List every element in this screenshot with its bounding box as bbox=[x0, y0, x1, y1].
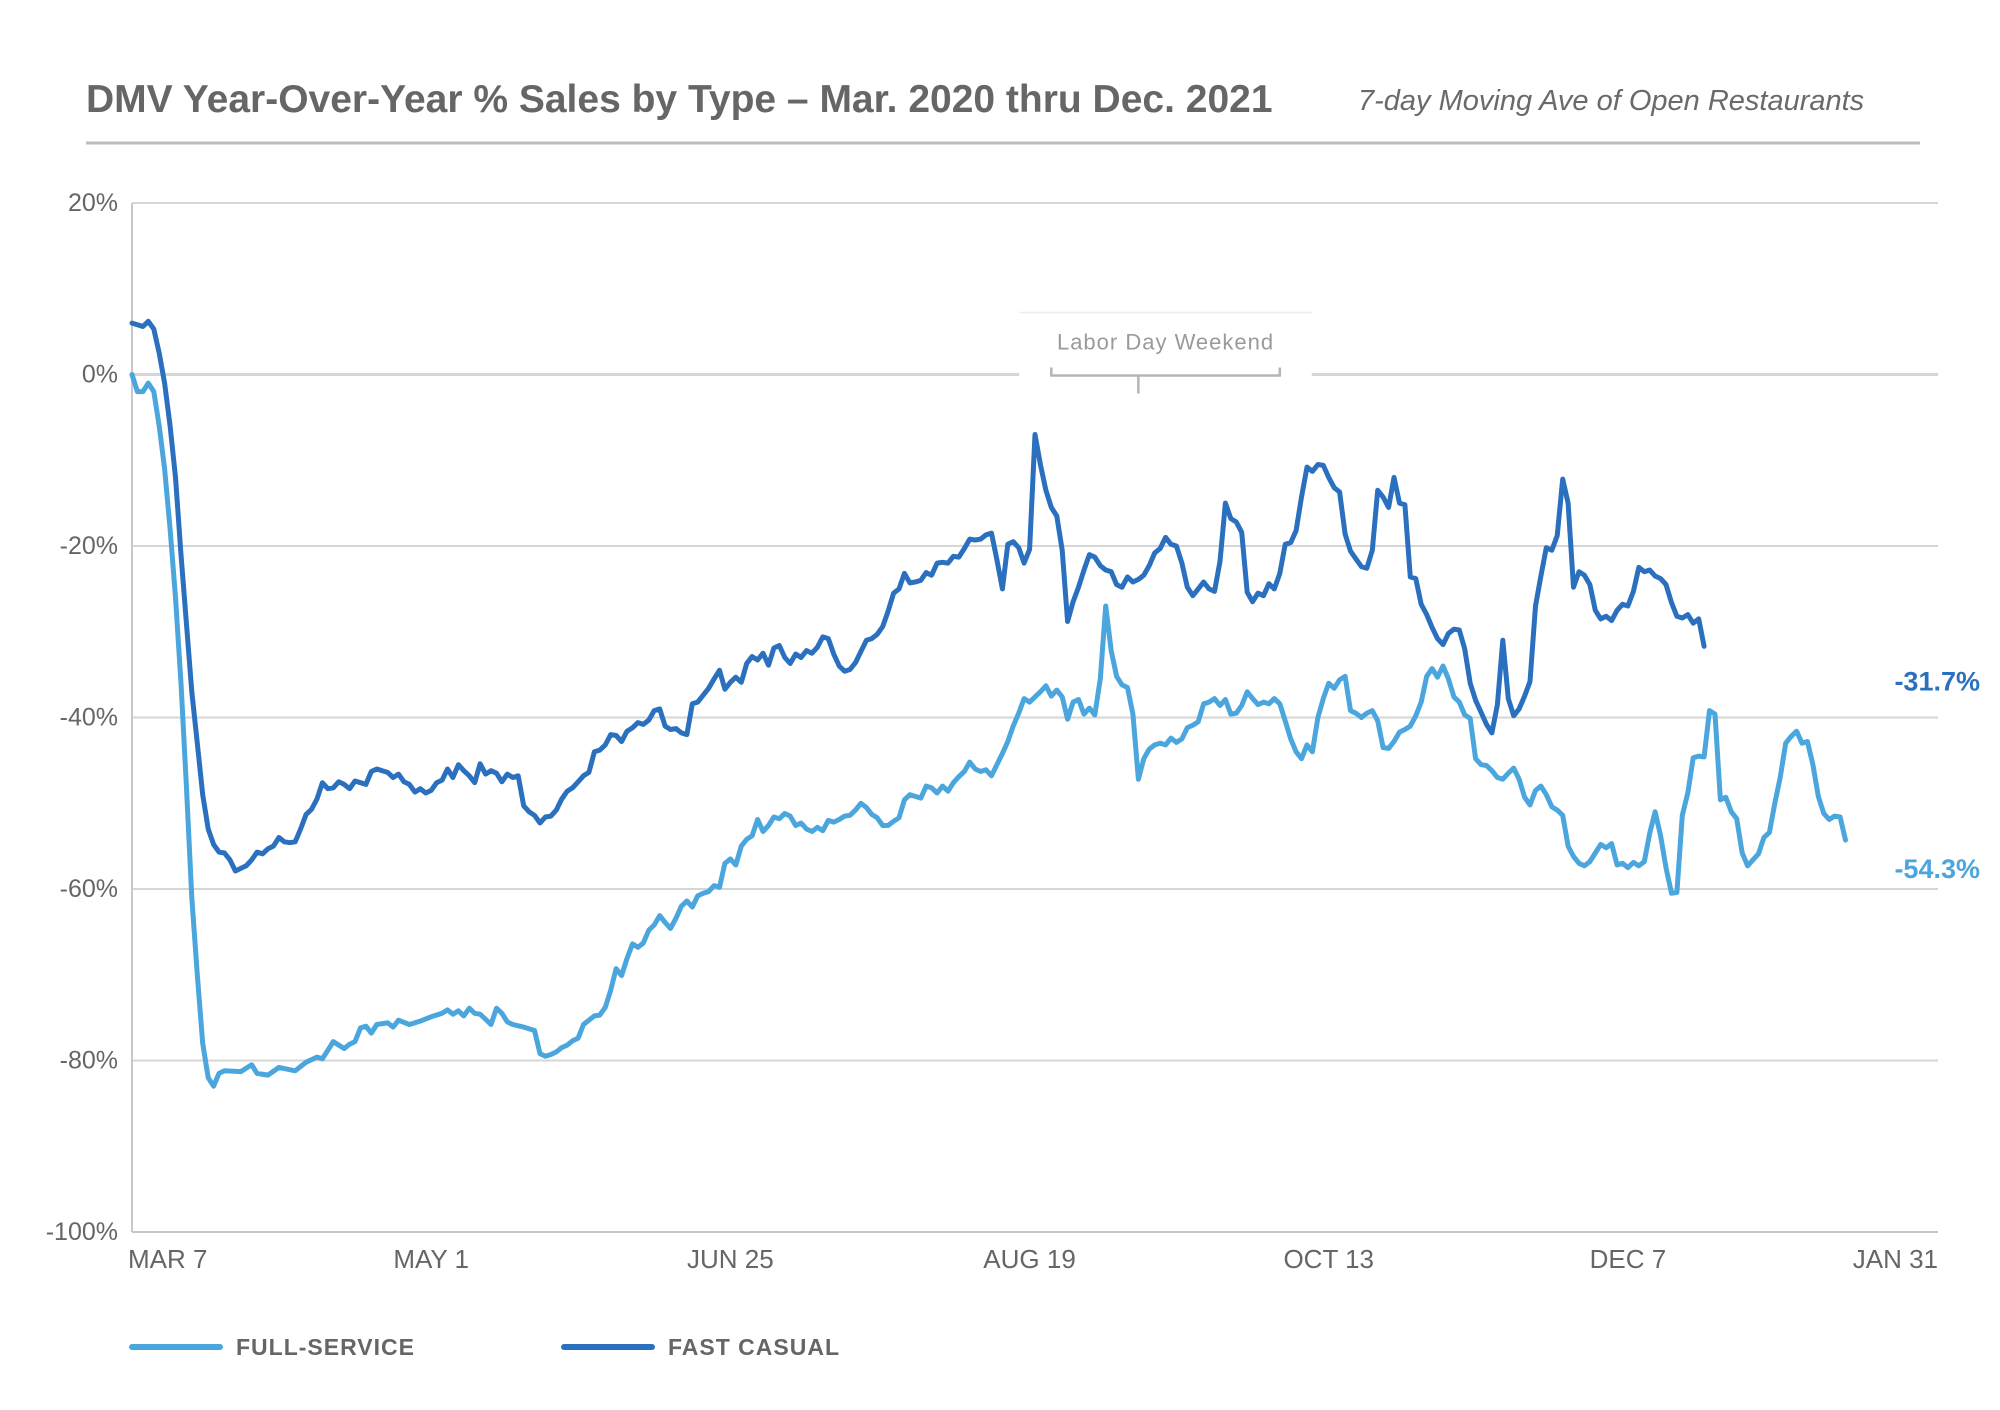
x-tick-label: JUN 25 bbox=[687, 1244, 774, 1274]
end-label-fast-casual: -31.7% bbox=[1894, 666, 1980, 696]
legend: FULL-SERVICE FAST CASUAL bbox=[129, 1334, 840, 1360]
end-labels: -54.3% -31.7% bbox=[1894, 666, 1980, 884]
annotation-background bbox=[1019, 312, 1312, 395]
x-tick-label: AUG 19 bbox=[983, 1244, 1076, 1274]
y-tick-label: 20% bbox=[68, 189, 118, 217]
y-tick-label: 0% bbox=[82, 361, 118, 389]
series-line-fast-casual bbox=[129, 318, 1707, 874]
x-tick-label: MAR 7 bbox=[128, 1244, 207, 1274]
x-tick-label: MAY 1 bbox=[393, 1244, 469, 1274]
end-label-full-service: -54.3% bbox=[1894, 854, 1980, 884]
axes: 20% 0% -20% -40% -60% -80% -100% MAR 7 MAY 1 JUN … bbox=[46, 189, 1938, 1274]
y-tick-label: -40% bbox=[60, 704, 118, 732]
series-line-full-service bbox=[129, 372, 1848, 1089]
legend-label: FAST CASUAL bbox=[668, 1334, 840, 1360]
chart-subtitle: 7-day Moving Ave of Open Restaurants bbox=[1358, 85, 1864, 117]
x-tick-label: JAN 31 bbox=[1853, 1244, 1938, 1274]
series-lines bbox=[129, 318, 1848, 1089]
y-tick-label: -100% bbox=[46, 1218, 118, 1246]
y-tick-label: -60% bbox=[60, 875, 118, 903]
legend-label: FULL-SERVICE bbox=[236, 1334, 415, 1360]
y-tick-label: -80% bbox=[60, 1047, 118, 1075]
y-tick-label: -20% bbox=[60, 532, 118, 560]
annotation-label: Labor Day Weekend bbox=[1057, 330, 1274, 355]
x-tick-label: DEC 7 bbox=[1590, 1244, 1667, 1274]
annotation-bracket bbox=[1050, 367, 1282, 394]
chart-title: DMV Year-Over-Year % Sales by Type – Mar… bbox=[86, 78, 1273, 121]
annotation: Labor Day Weekend bbox=[1019, 311, 1312, 395]
x-tick-label: OCT 13 bbox=[1283, 1244, 1374, 1274]
